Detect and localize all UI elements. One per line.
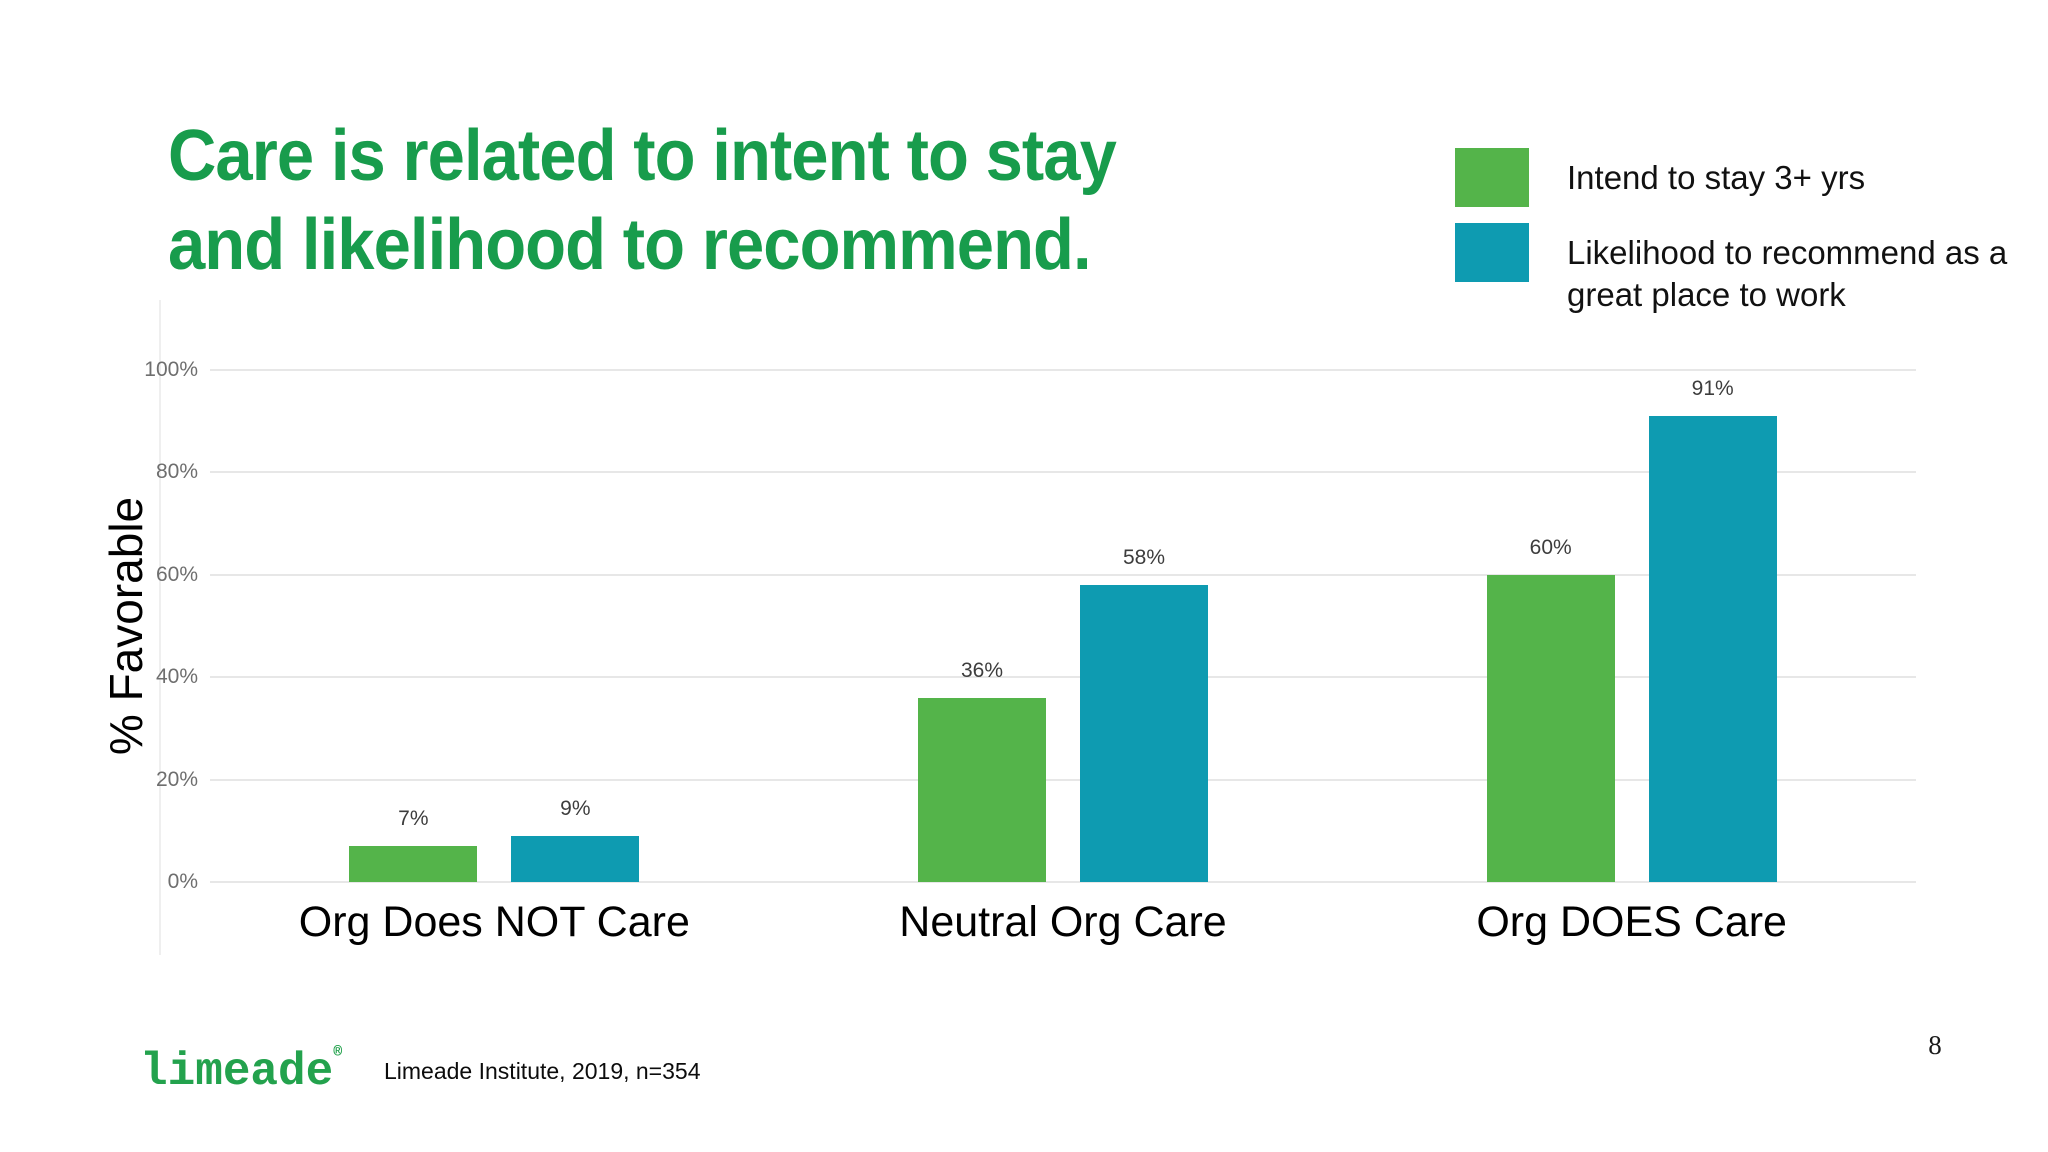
y-axis-tick-label: 20%: [155, 767, 198, 791]
legend-item-intend-to-stay: Intend to stay 3+ yrs: [1455, 148, 2007, 207]
legend: Intend to stay 3+ yrs Likelihood to reco…: [1455, 148, 2007, 316]
bar-value-label: 91%: [1691, 377, 1734, 401]
limeade-logo: limeade®: [140, 1044, 342, 1098]
bar-value-label: 7%: [398, 807, 429, 831]
page-number: 8: [1928, 1030, 1942, 1060]
slide-title: Care is related to intent to stay and li…: [168, 116, 1117, 285]
y-axis-line: [159, 300, 161, 955]
category-label: Org DOES Care: [1476, 898, 1787, 946]
bar-value-label: 60%: [1529, 535, 1572, 559]
y-axis-tick-label: 80%: [155, 460, 198, 484]
y-axis-tick-label: 60%: [155, 562, 198, 586]
legend-item-likelihood-to-recommend: Likelihood to recommend as a great place…: [1455, 223, 2007, 316]
bar-value-label: 58%: [1122, 546, 1166, 570]
bar: [1080, 585, 1208, 882]
legend-label: Intend to stay 3+ yrs: [1567, 159, 1866, 196]
y-axis-tick-label: 40%: [155, 665, 198, 689]
legend-label: Likelihood to recommend as a great place…: [1567, 234, 2008, 313]
y-axis-tick-label: 100%: [144, 358, 198, 381]
bar: [511, 835, 640, 882]
gridline: [210, 573, 1916, 576]
category-label: Neutral Org Care: [899, 898, 1227, 946]
gridline: [210, 471, 1916, 474]
bar: [349, 846, 478, 882]
source-citation: Limeade Institute, 2019, n=354: [384, 1058, 701, 1084]
teal-swatch-icon: [1455, 223, 1529, 282]
bar: [918, 697, 1046, 882]
bar: [1486, 574, 1615, 882]
category-label: Org Does NOT Care: [298, 898, 690, 946]
gridline: [210, 881, 1916, 883]
y-axis-title: % Favorable: [100, 496, 152, 756]
limeade-logo-text: limeade: [140, 1046, 334, 1098]
gridline: [210, 676, 1916, 679]
y-axis-tick-label: 0%: [167, 870, 198, 893]
gridline: [210, 369, 1916, 371]
bar-value-label: 36%: [960, 658, 1004, 682]
bar-value-label: 9%: [560, 796, 591, 820]
gridline: [210, 778, 1916, 781]
bar: [1648, 416, 1777, 882]
registered-mark-icon: ®: [333, 1044, 343, 1061]
green-swatch-icon: [1455, 148, 1529, 207]
